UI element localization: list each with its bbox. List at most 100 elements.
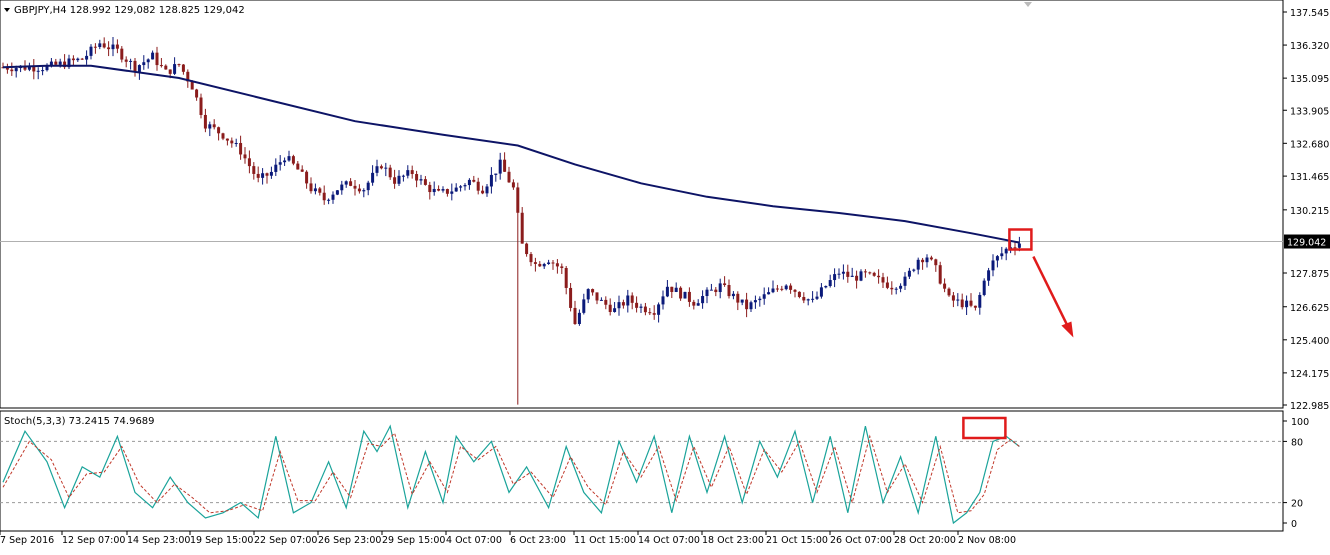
price-tick-label: 127.875 <box>1290 269 1329 280</box>
candle-body <box>560 266 564 269</box>
candle-body <box>767 292 771 295</box>
highlight-box <box>1008 228 1033 251</box>
candle-body <box>929 257 933 260</box>
candle-body <box>547 262 551 265</box>
candle-body <box>938 265 942 284</box>
candle-body <box>146 59 150 63</box>
candle-body <box>643 306 647 313</box>
candle-body <box>753 300 757 303</box>
candle-body <box>54 61 58 65</box>
candle-body <box>71 58 75 61</box>
candle-body <box>397 175 401 184</box>
candle-body <box>705 289 709 297</box>
candle-body <box>256 173 260 178</box>
candle-body <box>115 44 119 49</box>
candle-body <box>533 262 537 264</box>
stoch-header: Stoch(5,3,3) 73.2415 74.9689 <box>4 416 155 427</box>
candle-body <box>494 173 498 175</box>
candle-body <box>828 280 832 286</box>
candle-body <box>353 185 357 189</box>
price-tick-label: 131.465 <box>1290 172 1329 183</box>
candle-body <box>881 277 885 283</box>
time-tick-label: 26 Oct 07:00 <box>830 535 892 546</box>
stoch-lines-group <box>2 424 1020 525</box>
candle-body <box>441 189 445 191</box>
candle-body <box>934 259 938 266</box>
candle-body <box>327 199 331 201</box>
candle-body <box>102 43 106 48</box>
time-tick-label: 11 Oct 15:00 <box>574 535 636 546</box>
candle-body <box>921 259 925 263</box>
candle-body <box>885 282 889 288</box>
candles-group <box>1 37 1021 405</box>
moving-average-group <box>2 64 1020 244</box>
price-tick-label: 122.985 <box>1290 401 1329 412</box>
candle-body <box>846 271 850 277</box>
time-tick-label: 14 Oct 07:00 <box>638 535 700 546</box>
candle-body <box>80 58 84 60</box>
candle-body <box>960 299 964 308</box>
candle-body <box>577 312 581 324</box>
candle-body <box>10 69 14 72</box>
candle-body <box>384 167 388 169</box>
candle-body <box>538 263 542 267</box>
candle-body <box>371 172 375 183</box>
time-tick-label: 22 Sep 07:00 <box>254 535 317 546</box>
candle-body <box>151 52 155 60</box>
candle-body <box>740 299 744 303</box>
candle-body <box>76 58 80 61</box>
candle-body <box>863 271 867 273</box>
candle-body <box>850 275 854 277</box>
candle-body <box>841 271 845 274</box>
candle-body <box>1004 248 1008 254</box>
candle-body <box>701 296 705 304</box>
candle-body <box>599 299 603 301</box>
price-tick-label: 126.625 <box>1290 303 1329 314</box>
candle-body <box>793 289 797 292</box>
candle-body <box>63 61 67 68</box>
candle-body <box>815 296 819 299</box>
candle-body <box>349 181 353 186</box>
candle-body <box>485 186 489 194</box>
scroll-marker-icon[interactable] <box>1024 2 1032 7</box>
candle-body <box>727 285 731 297</box>
candle-body <box>278 162 282 165</box>
candle-body <box>617 302 621 309</box>
candle-body <box>670 286 674 292</box>
candle-body <box>186 71 190 82</box>
candle-body <box>190 81 194 90</box>
candle-body <box>648 312 652 314</box>
time-tick-label: 18 Oct 23:00 <box>702 535 764 546</box>
candle-body <box>137 65 141 72</box>
candle-body <box>98 43 102 47</box>
candle-body <box>388 167 392 178</box>
price-tick-label: 135.095 <box>1290 74 1329 85</box>
candle-body <box>419 179 423 181</box>
candle-body <box>58 61 62 65</box>
candle-body <box>111 44 115 50</box>
price-tick-label: 125.400 <box>1290 336 1329 347</box>
time-tick-label: 2 Nov 08:00 <box>958 535 1016 546</box>
time-tick-label: 29 Sep 15:00 <box>382 535 445 546</box>
candle-body <box>762 294 766 299</box>
candle-body <box>709 289 713 291</box>
candle-body <box>529 254 533 263</box>
candle-body <box>230 140 234 144</box>
candle-body <box>89 46 93 56</box>
candle-body <box>481 190 485 194</box>
price-panel[interactable] <box>0 0 1284 409</box>
price-tick-label: 137.545 <box>1290 8 1329 19</box>
candle-body <box>177 64 181 66</box>
candle-body <box>819 287 823 297</box>
candle-body <box>445 189 449 194</box>
candle-body <box>749 302 753 310</box>
candle-body <box>155 52 159 66</box>
candle-body <box>894 288 898 290</box>
stoch-signal-line <box>2 432 1020 514</box>
candle-body <box>692 301 696 306</box>
stoch-main-line <box>2 424 1020 525</box>
candle-body <box>41 70 45 72</box>
dropdown-triangle-icon[interactable] <box>4 8 10 12</box>
